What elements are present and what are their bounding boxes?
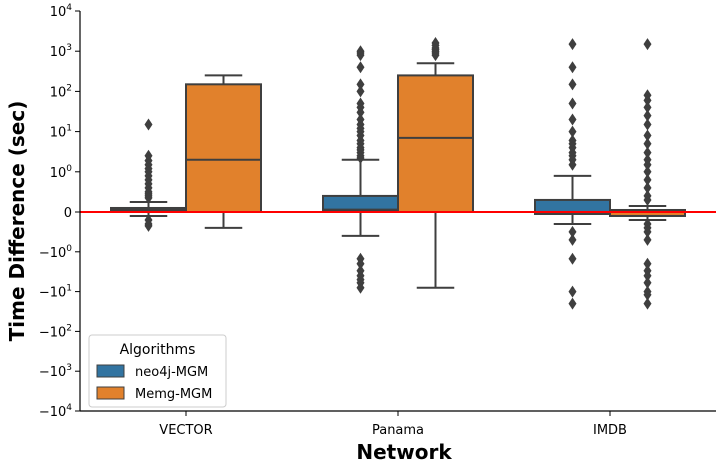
outlier-point — [643, 118, 652, 131]
legend-swatch-Memg-MGM — [96, 386, 125, 400]
y-tick-label: −101 — [39, 284, 72, 301]
y-tick-label: −102 — [39, 323, 72, 340]
outlier-point — [643, 129, 652, 142]
x-tick-label: VECTOR — [159, 423, 212, 438]
outlier-point — [568, 297, 577, 310]
outlier-point — [568, 285, 577, 298]
x-tick-label: Panama — [372, 423, 424, 438]
outlier-point — [643, 38, 652, 51]
outlier-point — [356, 106, 365, 119]
y-tick-label: −103 — [39, 363, 72, 380]
y-tick-label: −100 — [39, 244, 72, 261]
outlier-point — [144, 118, 153, 131]
x-tick-label: IMDB — [593, 423, 627, 438]
box-body — [185, 83, 262, 213]
legend-label-Memg-MGM: Memg-MGM — [135, 387, 212, 402]
outlier-point — [568, 158, 577, 171]
box-Memg-MGM-VECTOR — [185, 74, 262, 229]
legend-label-neo4j-MGM: neo4j-MGM — [135, 365, 208, 380]
outlier-point — [643, 193, 652, 206]
outlier-point — [643, 225, 652, 238]
outlier-point — [568, 38, 577, 51]
y-tick-label: 102 — [50, 83, 72, 100]
box-neo4j-MGM-IMDB — [534, 38, 611, 310]
legend-title: Algorithms — [120, 342, 196, 358]
outlier-point — [643, 109, 652, 122]
y-tick-label: −104 — [39, 403, 72, 420]
outlier-point — [356, 257, 365, 270]
outlier-point — [144, 191, 153, 204]
box-neo4j-MGM-VECTOR — [110, 118, 187, 232]
outlier-point — [643, 276, 652, 289]
outlier-point — [643, 165, 652, 178]
plot-area — [80, 36, 716, 310]
legend: Algorithms neo4j-MGM Memg-MGM — [88, 334, 227, 408]
outlier-point — [144, 219, 153, 232]
outlier-point — [643, 101, 652, 114]
y-tick-label: 100 — [50, 164, 73, 181]
outlier-point — [643, 137, 652, 150]
outlier-point — [643, 297, 652, 310]
outlier-point — [568, 97, 577, 110]
outlier-point — [643, 233, 652, 246]
outlier-point — [431, 49, 440, 62]
outlier-point — [568, 233, 577, 246]
legend-swatch-neo4j-MGM — [96, 364, 125, 378]
outlier-point — [643, 269, 652, 282]
box-body — [534, 198, 611, 215]
outlier-point — [568, 61, 577, 74]
outlier-point — [643, 146, 652, 159]
outlier-point — [643, 257, 652, 270]
outlier-point — [356, 49, 365, 62]
y-tick-label: 101 — [50, 124, 72, 141]
outlier-point — [568, 252, 577, 265]
outlier-point — [643, 173, 652, 186]
outlier-point — [356, 85, 365, 98]
outlier-point — [356, 281, 365, 294]
outlier-point — [568, 225, 577, 238]
x-axis-title: Network — [356, 440, 452, 464]
y-axis-title: Time Difference (sec) — [5, 101, 29, 342]
y-tick-label: 103 — [50, 43, 72, 60]
box-Memg-MGM-Panama — [397, 36, 474, 289]
outlier-point — [568, 113, 577, 126]
axes: 104 103 102 101 100 0 −100 −101 −102 −103 −104 VECT… — [39, 3, 716, 438]
box-body — [397, 74, 474, 213]
outlier-point — [643, 94, 652, 107]
outlier-point — [643, 181, 652, 194]
outlier-point — [568, 125, 577, 138]
outlier-point — [356, 78, 365, 91]
y-tick-label: 0 — [64, 206, 72, 221]
outlier-point — [356, 61, 365, 74]
outlier-point — [643, 158, 652, 171]
outlier-point — [568, 78, 577, 91]
y-tick-label: 104 — [50, 3, 73, 20]
outlier-point — [643, 288, 652, 301]
outlier-point — [356, 152, 365, 165]
